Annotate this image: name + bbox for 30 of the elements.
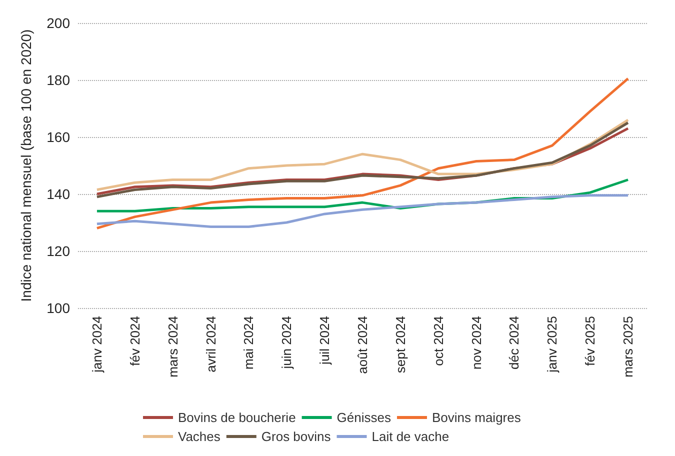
- legend-label: Gros bovins: [261, 429, 332, 444]
- legend-label: Bovins de boucherie: [178, 410, 296, 425]
- x-tick-label: juin 2024: [279, 316, 294, 370]
- legend-label: Lait de vache: [372, 429, 450, 444]
- x-tick-label: juil 2024: [317, 316, 332, 366]
- y-tick-label: 180: [46, 72, 70, 88]
- legend-label: Bovins maigres: [432, 410, 522, 425]
- x-tick-label: déc 2024: [506, 316, 522, 370]
- legend-label: Vaches: [178, 429, 221, 444]
- y-tick-label: 140: [46, 186, 70, 202]
- x-tick-label: oct 2024: [430, 316, 446, 366]
- x-tick-label: avril 2024: [203, 316, 218, 372]
- x-tick-label: janv 2024: [89, 316, 104, 374]
- legend-label: Génisses: [336, 410, 392, 425]
- x-tick-label: mars 2025: [620, 316, 636, 378]
- line-series: [96, 77, 630, 230]
- x-tick-label: fév 2025: [582, 316, 598, 366]
- x-tick-label: sept 2024: [392, 316, 408, 374]
- y-axis-title: Indice national mensuel (base 100 en 2020): [18, 29, 34, 302]
- y-tick-label: 120: [46, 243, 70, 259]
- x-tick-label: fév 2024: [127, 316, 142, 366]
- x-tick-label: janv 2025: [544, 316, 560, 374]
- x-tick-label: mai 2024: [241, 316, 256, 370]
- x-tick-label: nov 2024: [468, 316, 484, 370]
- line-series: [96, 194, 630, 228]
- x-tick-label: mars 2024: [165, 316, 180, 378]
- y-tick-label: 100: [46, 300, 70, 316]
- x-tick-label: août 2024: [355, 316, 370, 374]
- y-tick-label: 160: [46, 129, 70, 145]
- y-tick-label: 200: [46, 15, 70, 31]
